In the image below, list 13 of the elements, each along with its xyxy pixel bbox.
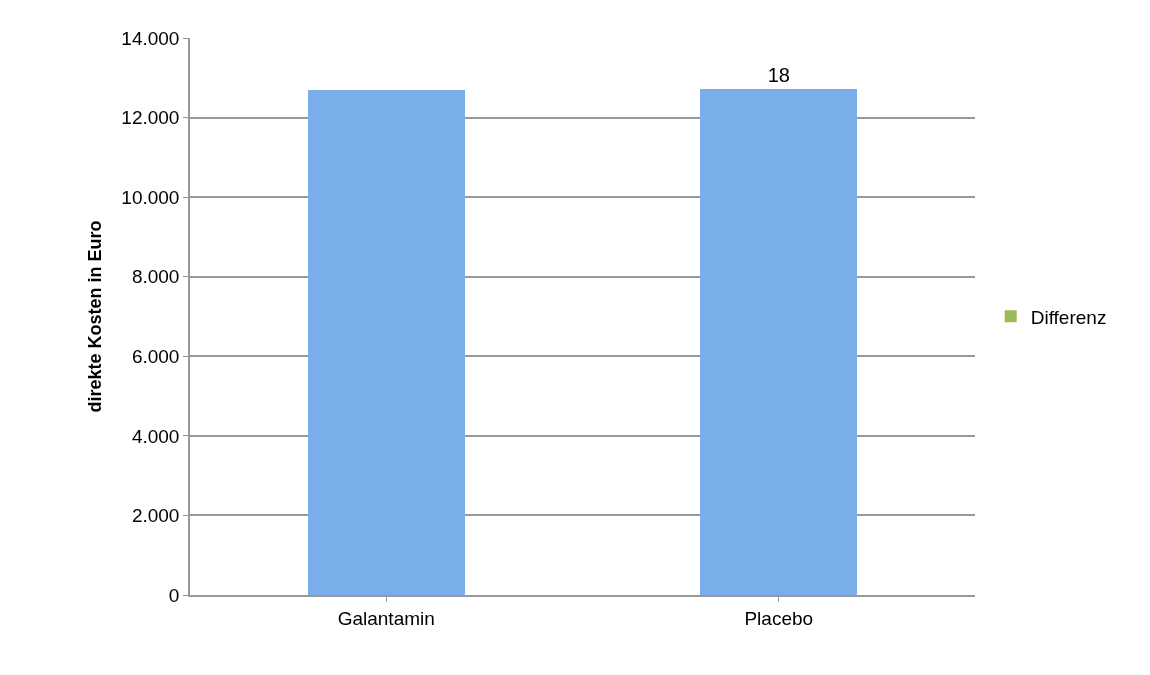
x-tick-label: Placebo: [744, 607, 814, 629]
y-axis-title: direkte Kosten in Euro: [85, 220, 106, 413]
y-tick-label: 2.000: [131, 505, 180, 527]
y-tick-label: 6.000: [131, 345, 180, 367]
y-tick-label: 10.000: [121, 186, 180, 208]
y-tick-label: 14.000: [121, 27, 180, 49]
y-tick-label: 12.000: [121, 107, 180, 129]
x-tick-label: Galantamin: [337, 607, 435, 629]
y-tick-label: 8.000: [131, 266, 180, 288]
data-label: 18: [767, 64, 790, 86]
y-tick-label: 4.000: [131, 425, 180, 447]
y-tick-label: 0: [168, 584, 180, 606]
legend-label: Differenz: [1030, 306, 1107, 328]
